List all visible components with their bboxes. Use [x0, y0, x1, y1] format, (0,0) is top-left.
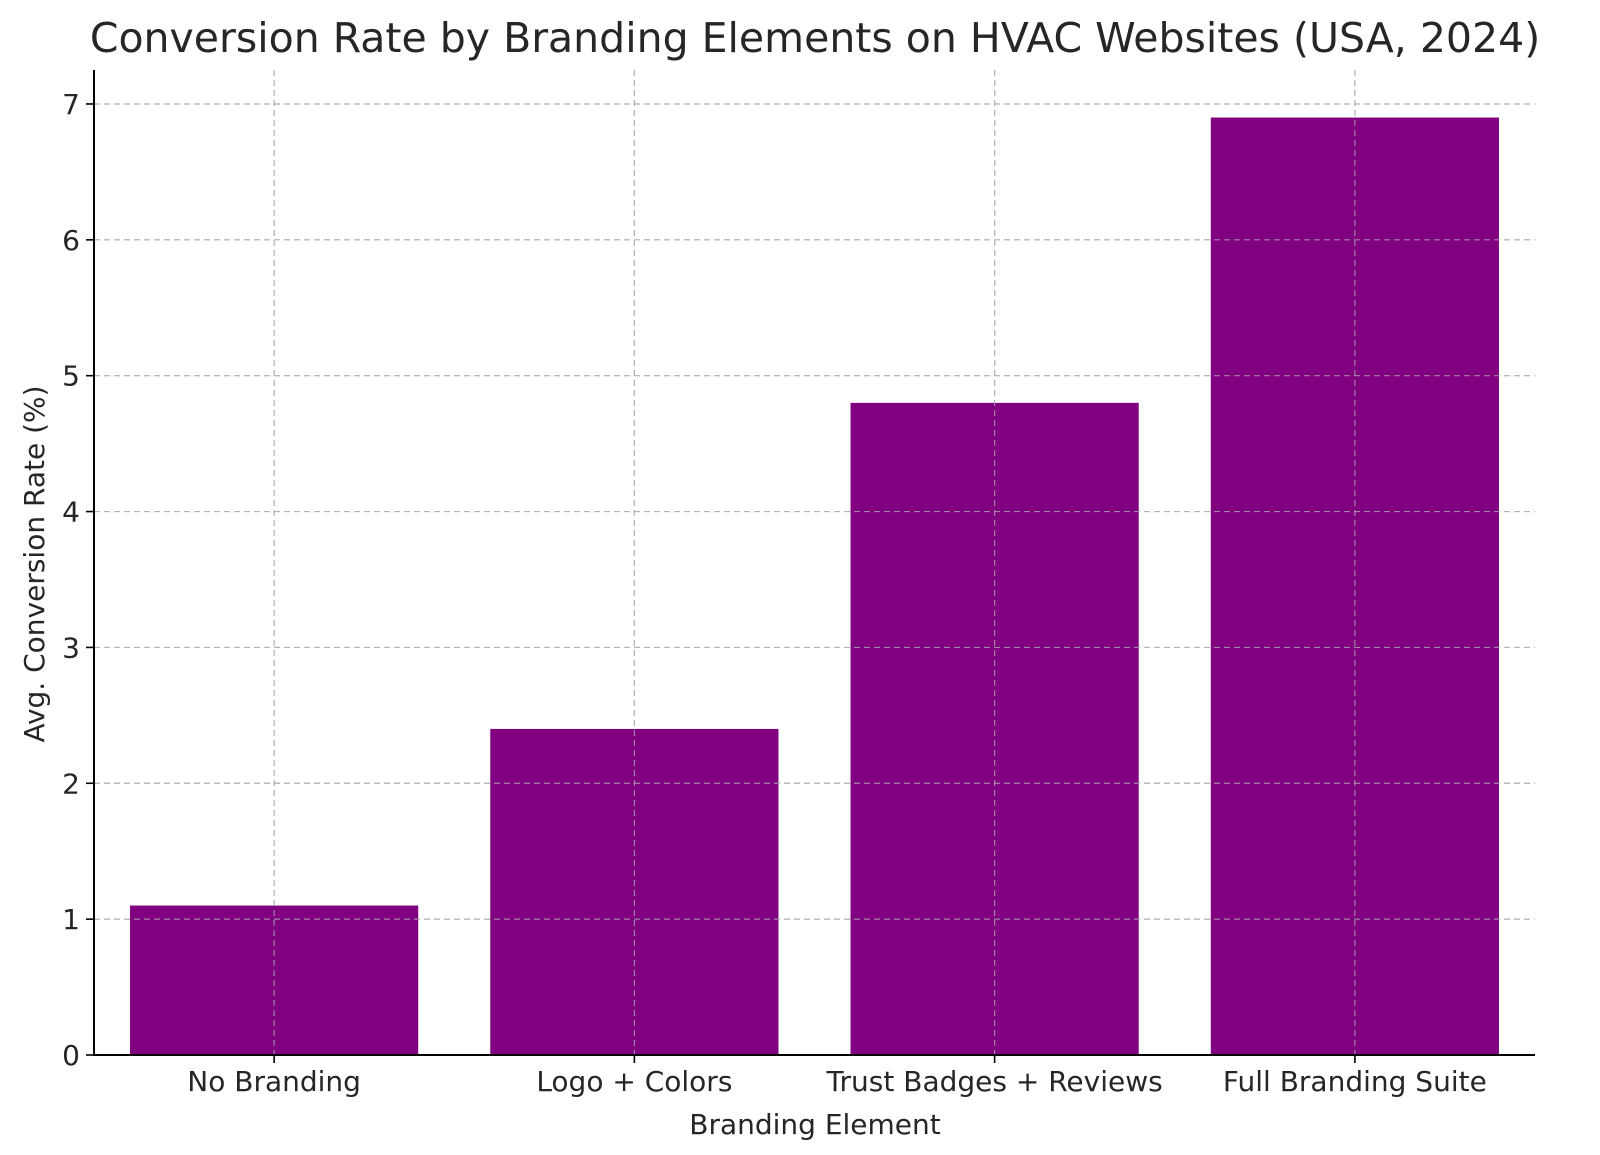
x-axis-label: Branding Element: [689, 1108, 941, 1141]
y-tick-label: 1: [62, 903, 80, 936]
y-tick-label: 7: [62, 88, 80, 121]
x-tick-label: No Branding: [187, 1065, 361, 1098]
y-tick-label: 0: [62, 1039, 80, 1072]
x-tick-label: Trust Badges + Reviews: [826, 1065, 1163, 1098]
y-tick-label: 2: [62, 767, 80, 800]
y-tick-label: 6: [62, 224, 80, 257]
y-tick-label: 3: [62, 631, 80, 664]
chart-title: Conversion Rate by Branding Elements on …: [90, 14, 1540, 62]
y-ticks: 0 1 2 3 4 5 6 7: [62, 88, 94, 1072]
bars: [94, 70, 1535, 1056]
x-tick-label: Full Branding Suite: [1223, 1065, 1487, 1098]
x-tick-label: Logo + Colors: [536, 1065, 732, 1098]
x-ticks: No Branding Logo + Colors Trust Badges + R…: [187, 1055, 1487, 1098]
y-axis-label: Avg. Conversion Rate (%): [18, 385, 51, 742]
y-tick-label: 5: [62, 360, 80, 393]
y-tick-label: 4: [62, 496, 80, 529]
